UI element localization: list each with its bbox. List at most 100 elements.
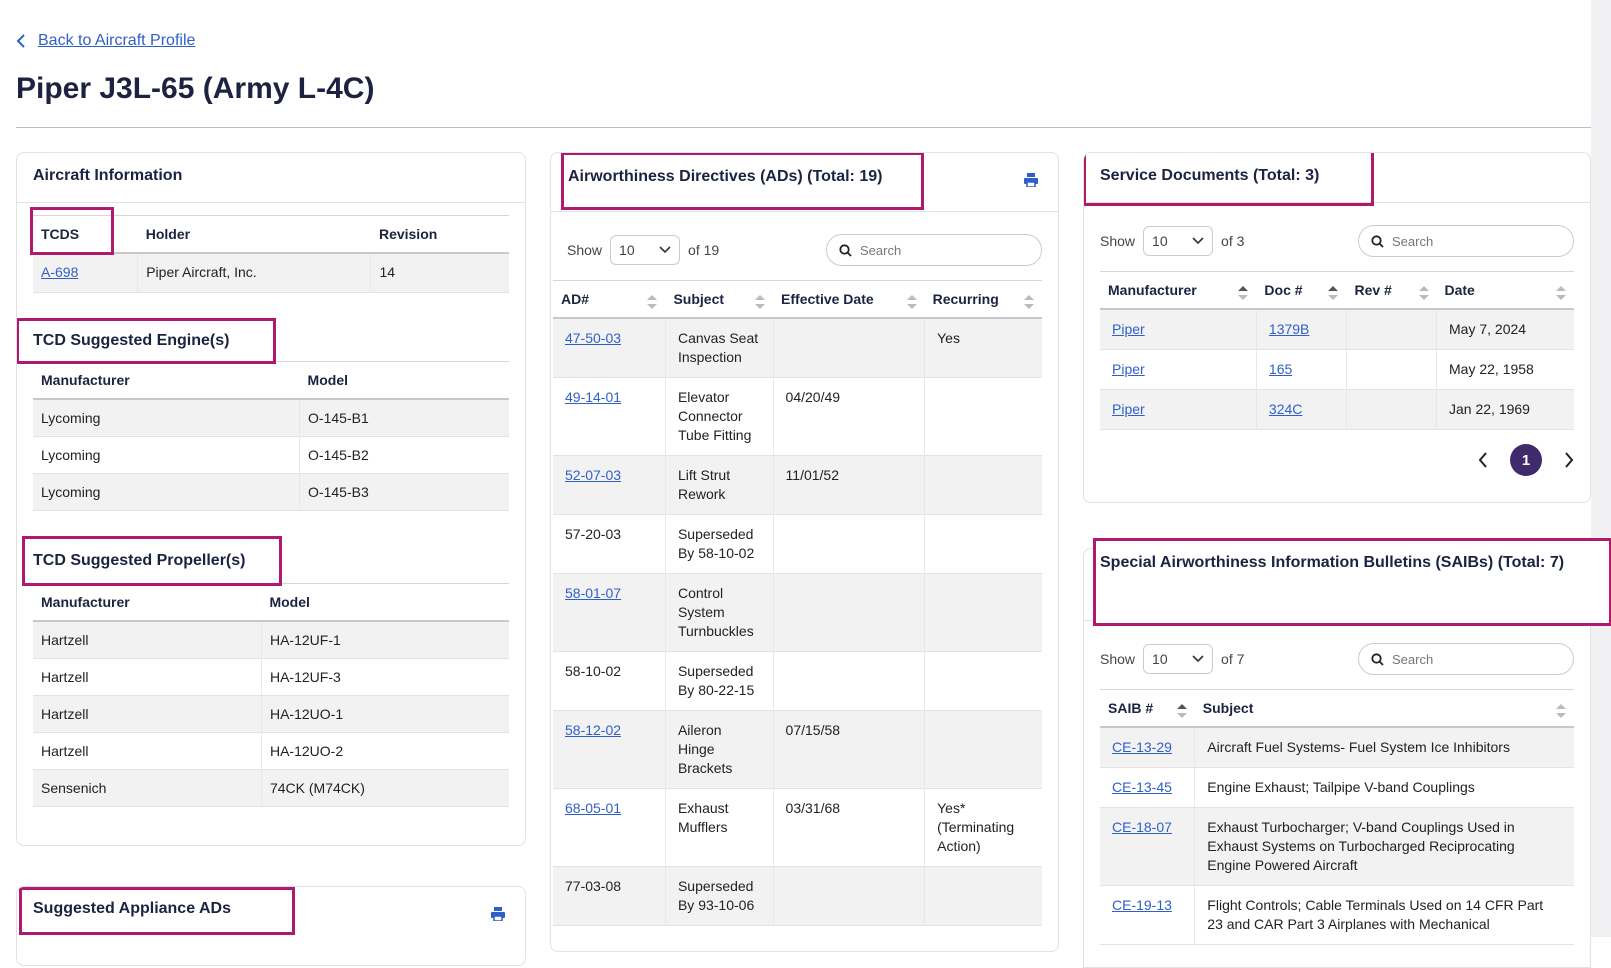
row-link[interactable]: Piper bbox=[1112, 401, 1145, 417]
table-row: Hartzell HA-12UO-1 bbox=[33, 695, 509, 733]
row-link[interactable]: 49-14-01 bbox=[565, 389, 622, 405]
table-cell: 68-05-01 bbox=[553, 788, 666, 867]
cell-text: Flight Controls; Cable Terminals Used on… bbox=[1207, 897, 1544, 932]
page-button[interactable]: 1 bbox=[1510, 444, 1542, 476]
column-header[interactable]: Effective Date bbox=[773, 280, 925, 319]
cell-text: Engine Exhaust; Tailpipe V-band Coupling… bbox=[1207, 779, 1475, 795]
panel-title: Special Airworthiness Information Bullet… bbox=[1100, 554, 1565, 571]
table-head: Manufacturer Model bbox=[33, 583, 509, 622]
dropdown-arrow bbox=[1192, 237, 1204, 245]
column-header[interactable]: AD# bbox=[553, 280, 666, 319]
column-header[interactable]: Date bbox=[1436, 271, 1574, 310]
table-cell bbox=[924, 866, 1042, 926]
column-header-text: Model bbox=[307, 372, 348, 388]
column-header[interactable]: SAIB # bbox=[1100, 689, 1195, 728]
print-icon[interactable] bbox=[1024, 173, 1038, 187]
sort-icon[interactable] bbox=[1328, 286, 1339, 300]
data-table: Manufacturer Doc # Rev # Date Piper 1379B May … bbox=[1100, 271, 1574, 430]
back-link-text[interactable]: Back to Aircraft Profile bbox=[38, 32, 196, 49]
show-label: Show bbox=[1100, 233, 1136, 249]
cell-text: Hartzell bbox=[41, 743, 89, 759]
search-box[interactable]: Search bbox=[1358, 643, 1574, 675]
table-cell: May 7, 2024 bbox=[1436, 309, 1574, 350]
column-header[interactable]: Subject bbox=[665, 280, 774, 319]
back-link[interactable]: Back to Aircraft Profile bbox=[16, 32, 195, 50]
prev-page[interactable] bbox=[1478, 452, 1488, 468]
table-cell: HA-12UO-2 bbox=[261, 733, 509, 770]
table-cell: 58-10-02 bbox=[553, 651, 666, 711]
row-link[interactable]: 324C bbox=[1268, 401, 1303, 417]
page-size-select[interactable]: 10 bbox=[1143, 644, 1214, 674]
sort-icon[interactable] bbox=[1556, 286, 1566, 300]
row-link[interactable]: 52-07-03 bbox=[565, 467, 622, 483]
cell-text: Hartzell bbox=[41, 632, 89, 648]
sort-icon[interactable] bbox=[1176, 704, 1187, 718]
cell-text: O-145-B1 bbox=[308, 410, 369, 426]
column-header[interactable]: Doc # bbox=[1256, 271, 1347, 310]
table-row: Lycoming O-145-B1 bbox=[33, 399, 509, 437]
column-header[interactable]: Rev # bbox=[1346, 271, 1437, 310]
table-cell: Hartzell bbox=[33, 658, 262, 696]
table-wrap: SAIB # Subject CE-13-29 Aircraft Fuel Syste… bbox=[1084, 689, 1590, 945]
column-header[interactable]: Subject bbox=[1194, 689, 1574, 728]
row-link[interactable]: CE-13-45 bbox=[1112, 779, 1172, 795]
data-table: Manufacturer Model Lycoming O-145-B1 Lycomin… bbox=[33, 361, 509, 511]
table-cell: 11/01/52 bbox=[773, 455, 926, 515]
row-link[interactable]: CE-19-13 bbox=[1112, 897, 1172, 913]
table-cell: 47-50-03 bbox=[553, 318, 666, 378]
cell-text: Lycoming bbox=[41, 484, 101, 500]
row-link[interactable]: CE-13-29 bbox=[1112, 739, 1172, 755]
sort-icon[interactable] bbox=[755, 295, 766, 309]
table-row: 49-14-01 Elevator Connector Tube Fitting 0… bbox=[553, 377, 1042, 456]
panel-title: Service Documents (Total: 3) bbox=[1100, 167, 1320, 184]
table-cell: 58-01-07 bbox=[553, 573, 666, 652]
data-table: SAIB # Subject CE-13-29 Aircraft Fuel Syste… bbox=[1100, 689, 1574, 945]
section-title: TCD Suggested Propeller(s) bbox=[33, 552, 246, 569]
row-link[interactable]: 47-50-03 bbox=[565, 330, 622, 346]
row-link[interactable]: Piper bbox=[1112, 361, 1145, 377]
print-icon[interactable] bbox=[491, 907, 505, 921]
table-cell bbox=[925, 378, 1042, 456]
table-row: Lycoming O-145-B2 bbox=[33, 436, 509, 474]
cell-text: Exhaust Turbocharger; V-band Couplings U… bbox=[1207, 819, 1515, 873]
panel-title: Aircraft Information bbox=[33, 167, 183, 184]
table-head: Manufacturer Doc # Rev # Date bbox=[1100, 271, 1574, 310]
cell-text: HA-12UF-1 bbox=[269, 632, 341, 648]
next-page[interactable] bbox=[1564, 452, 1574, 468]
row-link[interactable]: 165 bbox=[1268, 361, 1293, 377]
cell-text: Piper Aircraft, Inc. bbox=[146, 264, 257, 280]
search-box[interactable]: Search bbox=[1358, 225, 1574, 257]
table-cell: 1379B bbox=[1256, 309, 1347, 350]
table-row: CE-13-29 Aircraft Fuel Systems- Fuel Syst… bbox=[1100, 727, 1574, 768]
section-header: Service Documents (Total: 3) bbox=[1084, 153, 1374, 206]
column-header: Model bbox=[261, 583, 509, 622]
table-cell: Piper bbox=[1100, 349, 1257, 390]
cell-text: May 7, 2024 bbox=[1449, 321, 1527, 337]
sort-icon[interactable] bbox=[1556, 704, 1566, 718]
column-header[interactable]: Recurring bbox=[924, 280, 1042, 319]
sort-icon[interactable] bbox=[1024, 295, 1034, 309]
row-link[interactable]: 58-01-07 bbox=[565, 585, 622, 601]
sort-icon[interactable] bbox=[647, 295, 658, 309]
row-link[interactable]: Piper bbox=[1112, 321, 1145, 337]
column-header-text: Holder bbox=[145, 226, 191, 242]
column-header[interactable]: Manufacturer bbox=[1100, 271, 1257, 310]
search-box[interactable]: Search bbox=[826, 234, 1042, 266]
section-header: TCD Suggested Propeller(s) bbox=[22, 536, 282, 586]
table-cell: May 22, 1958 bbox=[1437, 350, 1575, 390]
row-link[interactable]: 58-12-02 bbox=[565, 722, 622, 738]
row-link[interactable]: 68-05-01 bbox=[565, 800, 622, 816]
page-size-select[interactable]: 10 bbox=[610, 235, 681, 265]
row-link[interactable]: A-698 bbox=[41, 264, 79, 280]
row-link[interactable]: 1379B bbox=[1268, 321, 1310, 337]
sort-icon[interactable] bbox=[1238, 286, 1249, 300]
page-size-select[interactable]: 10 bbox=[1143, 226, 1214, 256]
row-link[interactable]: CE-18-07 bbox=[1112, 819, 1172, 835]
table-cell: Lift Strut Rework bbox=[665, 455, 774, 515]
cell-text: Superseded By 80-22-15 bbox=[677, 663, 755, 698]
section-header: Airworthiness Directives (ADs) (Total: 1… bbox=[561, 153, 924, 210]
sort-icon[interactable] bbox=[1418, 286, 1429, 300]
sort-icon[interactable] bbox=[906, 295, 917, 309]
table-cell bbox=[773, 514, 926, 574]
show-label: Show bbox=[567, 242, 603, 258]
